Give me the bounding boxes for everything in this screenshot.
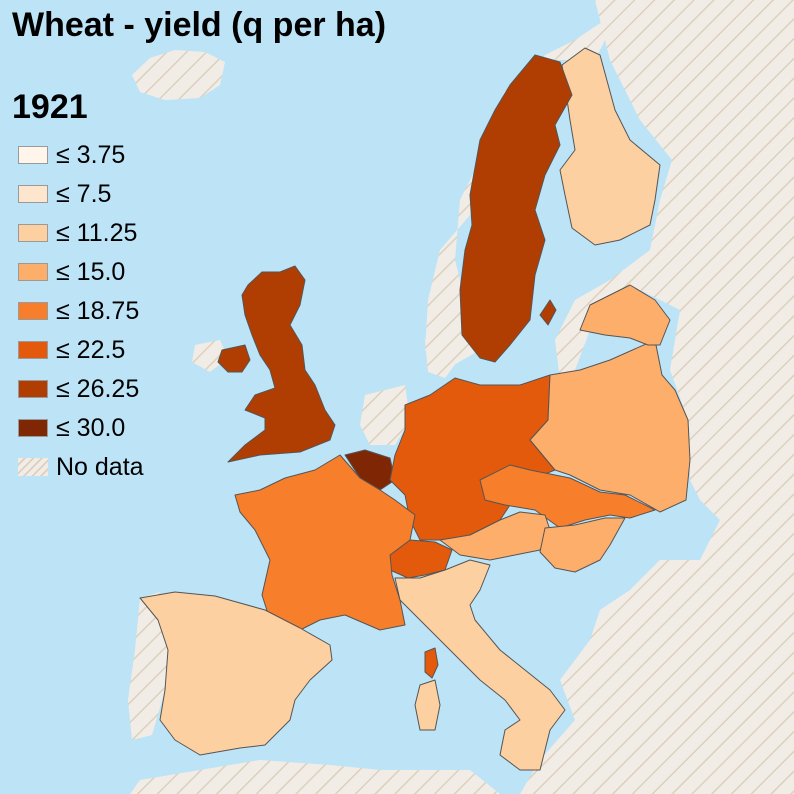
region-italy [394,559,566,771]
region-poland [529,339,691,513]
legend-swatch [18,263,48,281]
region-sweden [459,54,573,363]
region-hungary [539,517,626,573]
legend-swatch [18,224,48,242]
regions [139,47,691,771]
legend-label: ≤ 26.25 [56,375,140,403]
region-latvia [579,284,671,346]
legend-label: ≤ 15.0 [56,258,126,286]
legend-label: ≤ 22.5 [56,336,126,364]
year-label: 1921 [12,88,88,126]
region-sardinia [414,679,441,731]
legend-label: No data [56,453,144,481]
region-spain [139,591,333,756]
legend-swatch [18,419,48,437]
legend-swatch [18,302,48,320]
region-finland [559,47,661,246]
legend-label: ≤ 3.75 [56,141,126,169]
legend-swatch [18,341,48,359]
legend-label: ≤ 7.5 [56,180,112,208]
region-czechoslovakia [479,464,656,529]
region-france [234,454,416,631]
legend-swatch [18,185,48,203]
map-title: Wheat - yield (q per ha) [12,6,387,44]
legend-label: ≤ 18.75 [56,297,140,325]
region-corsica [424,647,439,679]
legend-swatch [18,380,48,398]
legend-label: ≤ 30.0 [56,414,126,442]
region-gotland [539,299,557,326]
legend-swatch [18,146,48,164]
region-uk [227,265,336,463]
legend-label: ≤ 11.25 [56,219,138,247]
no-data-land [128,0,794,794]
legend-swatch [18,458,48,476]
region-ireland [217,344,251,373]
